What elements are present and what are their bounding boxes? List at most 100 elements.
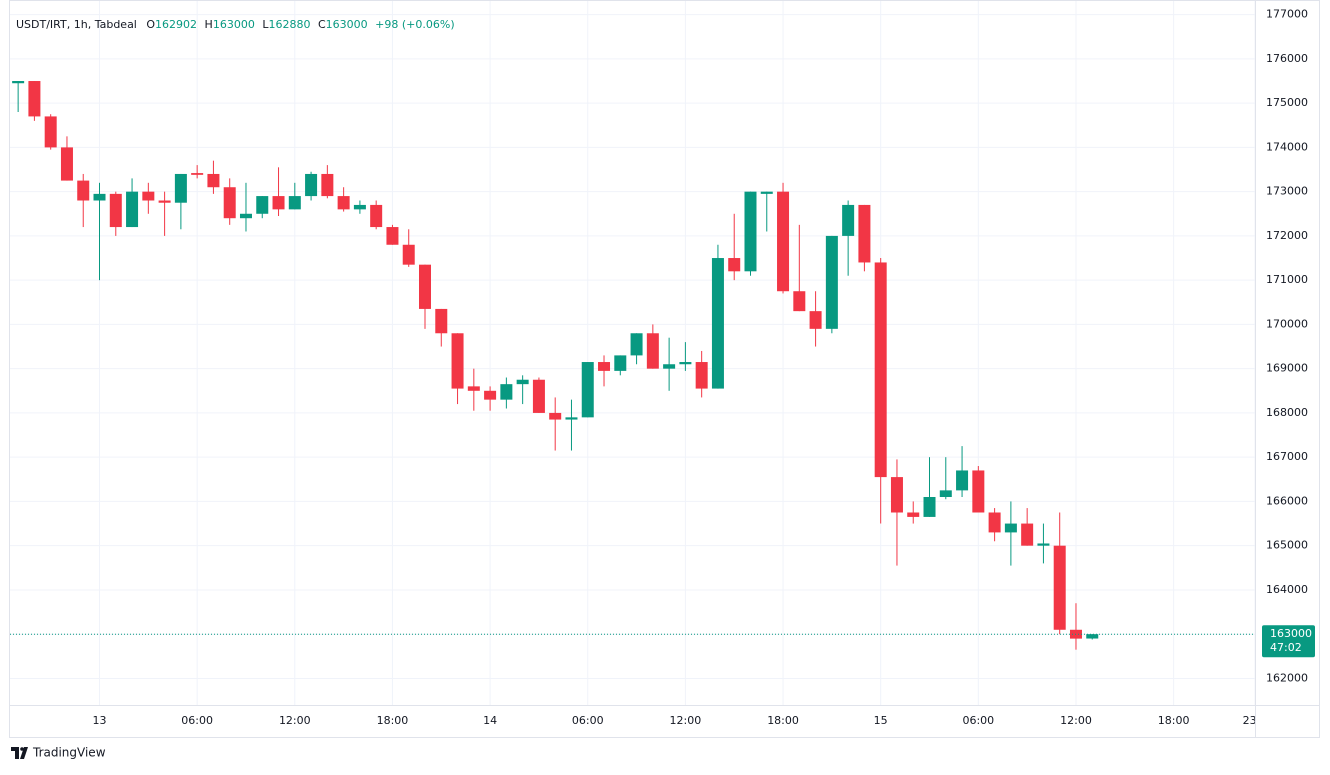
x-tick-label: 12:00	[279, 714, 311, 727]
candle-body	[305, 173, 318, 197]
x-tick-label: 12:00	[1060, 714, 1092, 727]
x-tick-label: 06:00	[572, 714, 604, 727]
x-tick-label: 15	[874, 714, 888, 727]
candle-body	[12, 81, 25, 84]
candle-body	[581, 362, 594, 418]
open-value: 162902	[155, 18, 197, 31]
y-tick-label: 169000	[1266, 362, 1308, 375]
y-tick-label: 168000	[1266, 406, 1308, 419]
candle-body	[93, 193, 106, 201]
candle-body	[1037, 543, 1050, 546]
candle-body	[1086, 634, 1099, 639]
last-price-label: 163000	[1270, 627, 1312, 640]
candle-body	[842, 204, 855, 236]
candle-body	[77, 180, 90, 201]
y-tick-label: 174000	[1266, 140, 1308, 153]
candle-body	[923, 497, 936, 517]
candle-body	[223, 187, 236, 219]
frame	[9, 0, 1320, 738]
x-tick-label: 18:00	[377, 714, 409, 727]
candle-body	[1053, 545, 1066, 630]
y-tick-label: 170000	[1266, 317, 1308, 330]
y-tick-label: 164000	[1266, 583, 1308, 596]
y-tick-label: 173000	[1266, 185, 1308, 198]
candle-body	[760, 191, 773, 194]
candle-body	[565, 417, 578, 420]
candle-body	[174, 173, 187, 203]
candle-body	[809, 311, 822, 329]
candle-body	[825, 235, 838, 329]
brand-logo	[11, 747, 28, 759]
time-axis: 13 06:00 12:00 18:00 14 06:00 12:00 18:00 15 06:0…	[93, 714, 1268, 727]
candle-body	[793, 291, 806, 312]
candle-body	[109, 193, 122, 228]
y-tick-label: 177000	[1266, 8, 1308, 21]
x-tick-label: 23:0	[1243, 714, 1268, 727]
y-tick-label: 165000	[1266, 539, 1308, 552]
candle-body	[28, 81, 41, 117]
candle-body	[663, 364, 676, 369]
close-label: C	[318, 18, 326, 31]
candle-body	[239, 213, 252, 219]
candle-body	[695, 362, 708, 389]
candle-body	[858, 204, 871, 263]
candle-body	[44, 116, 57, 148]
candle-body	[598, 362, 611, 371]
brand: TradingView	[32, 746, 106, 760]
x-tick-label: 18:00	[767, 714, 799, 727]
candle-body	[126, 191, 139, 228]
candle-body	[288, 196, 301, 210]
candle-body	[60, 147, 73, 181]
symbol: USDT/IRT, 1h, Tabdeal	[16, 18, 137, 31]
candle-body	[972, 470, 985, 513]
candle-body	[500, 384, 513, 400]
high-label: H	[205, 18, 213, 31]
candle-body	[1021, 523, 1034, 546]
open-label: O	[146, 18, 155, 31]
candle-body	[321, 173, 334, 197]
x-tick-label: 12:00	[670, 714, 702, 727]
high-value: 163000	[213, 18, 255, 31]
candle-body	[614, 355, 627, 371]
y-tick-label: 171000	[1266, 273, 1308, 286]
change: +98 (+0.06%)	[375, 18, 454, 31]
candle-body	[142, 191, 155, 201]
candle-body	[337, 196, 350, 210]
candle-body	[646, 333, 659, 369]
candle-body	[907, 512, 920, 517]
x-tick-label: 06:00	[962, 714, 994, 727]
candle-body	[516, 379, 529, 385]
candle-body	[630, 333, 643, 356]
last-price-box	[1262, 625, 1315, 658]
candle-body	[451, 333, 464, 389]
low-value: 162880	[268, 18, 310, 31]
y-tick-label: 162000	[1266, 671, 1308, 684]
legend: USDT/IRT, 1h, Tabdeal O162902 H163000 L1…	[16, 18, 455, 31]
x-tick-label: 14	[483, 714, 497, 727]
candle-body	[386, 227, 399, 245]
x-tick-label: 06:00	[181, 714, 213, 727]
y-tick-label: 167000	[1266, 450, 1308, 463]
countdown: 47:02	[1270, 641, 1302, 654]
candle-body	[467, 386, 480, 391]
candle-body	[1004, 523, 1017, 533]
candle-body	[353, 204, 366, 210]
candle-body	[158, 200, 171, 203]
candle-body	[272, 196, 285, 210]
y-tick-label: 175000	[1266, 96, 1308, 109]
low-label: L	[262, 18, 269, 31]
candle-body	[207, 173, 220, 188]
x-tick-label: 18:00	[1158, 714, 1190, 727]
y-tick-label: 172000	[1266, 229, 1308, 242]
candle-body	[711, 258, 724, 389]
candle-body	[402, 244, 415, 265]
candle-body	[679, 362, 692, 365]
candle-body	[484, 390, 497, 400]
candle-body	[419, 264, 431, 309]
candle-body	[890, 477, 903, 513]
candle-body	[956, 470, 969, 491]
candle-body	[988, 512, 1001, 533]
plot-area	[10, 0, 1256, 705]
